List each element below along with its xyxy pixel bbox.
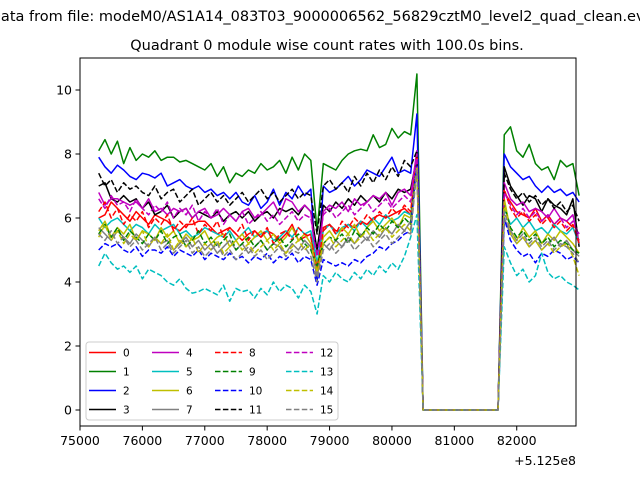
legend-label-5: 5	[186, 367, 193, 379]
legend-label-2: 2	[123, 386, 130, 398]
legend-label-11: 11	[249, 405, 262, 417]
axes-frame	[79, 57, 577, 427]
legend-label-14: 14	[320, 386, 334, 398]
series-line-15	[98, 169, 580, 411]
x-tick-label: 78000	[247, 433, 287, 448]
y-tick-label: 10	[56, 83, 72, 98]
x-tick-label: 79000	[310, 433, 350, 448]
legend-box	[85, 341, 339, 421]
y-tick-label: 6	[64, 211, 72, 226]
y-axis: 0 2 4 6 8 10	[56, 83, 80, 418]
x-tick-label: 82000	[497, 433, 537, 448]
x-tick-label: 81000	[434, 433, 474, 448]
x-offset-label: +5.125e8	[514, 453, 576, 468]
legend-label-1: 1	[123, 367, 130, 379]
y-tick-label: 2	[64, 339, 72, 354]
y-tick-label: 8	[64, 147, 72, 162]
x-tick-label: 75000	[60, 433, 100, 448]
legend-label-8: 8	[249, 348, 256, 360]
legend-label-0: 0	[123, 348, 130, 360]
legend-label-4: 4	[186, 348, 193, 360]
legend-label-15: 15	[320, 405, 333, 417]
legend-label-7: 7	[186, 405, 193, 417]
x-tick-label: 80000	[372, 433, 412, 448]
legend-label-9: 9	[249, 367, 256, 379]
legend-label-6: 6	[186, 386, 193, 398]
legend-label-3: 3	[123, 405, 130, 417]
series-line-12	[98, 153, 580, 411]
legend-label-10: 10	[249, 386, 262, 398]
y-tick-label: 4	[64, 275, 72, 290]
x-tick-label: 76000	[123, 433, 163, 448]
y-tick-label: 0	[64, 403, 72, 418]
legend-label-12: 12	[320, 348, 333, 360]
chart-title: Quadrant 0 module wise count rates with …	[130, 38, 524, 54]
plot-lines	[98, 73, 580, 411]
chart-suptitle: Data from file: modeM0/AS1A14_083T03_900…	[0, 9, 640, 25]
series-line-14	[98, 166, 580, 411]
x-axis: 75000 76000 77000 78000 79000 80000 81000 82000	[60, 426, 537, 448]
x-tick-label: 77000	[185, 433, 225, 448]
legend-label-13: 13	[320, 367, 333, 379]
